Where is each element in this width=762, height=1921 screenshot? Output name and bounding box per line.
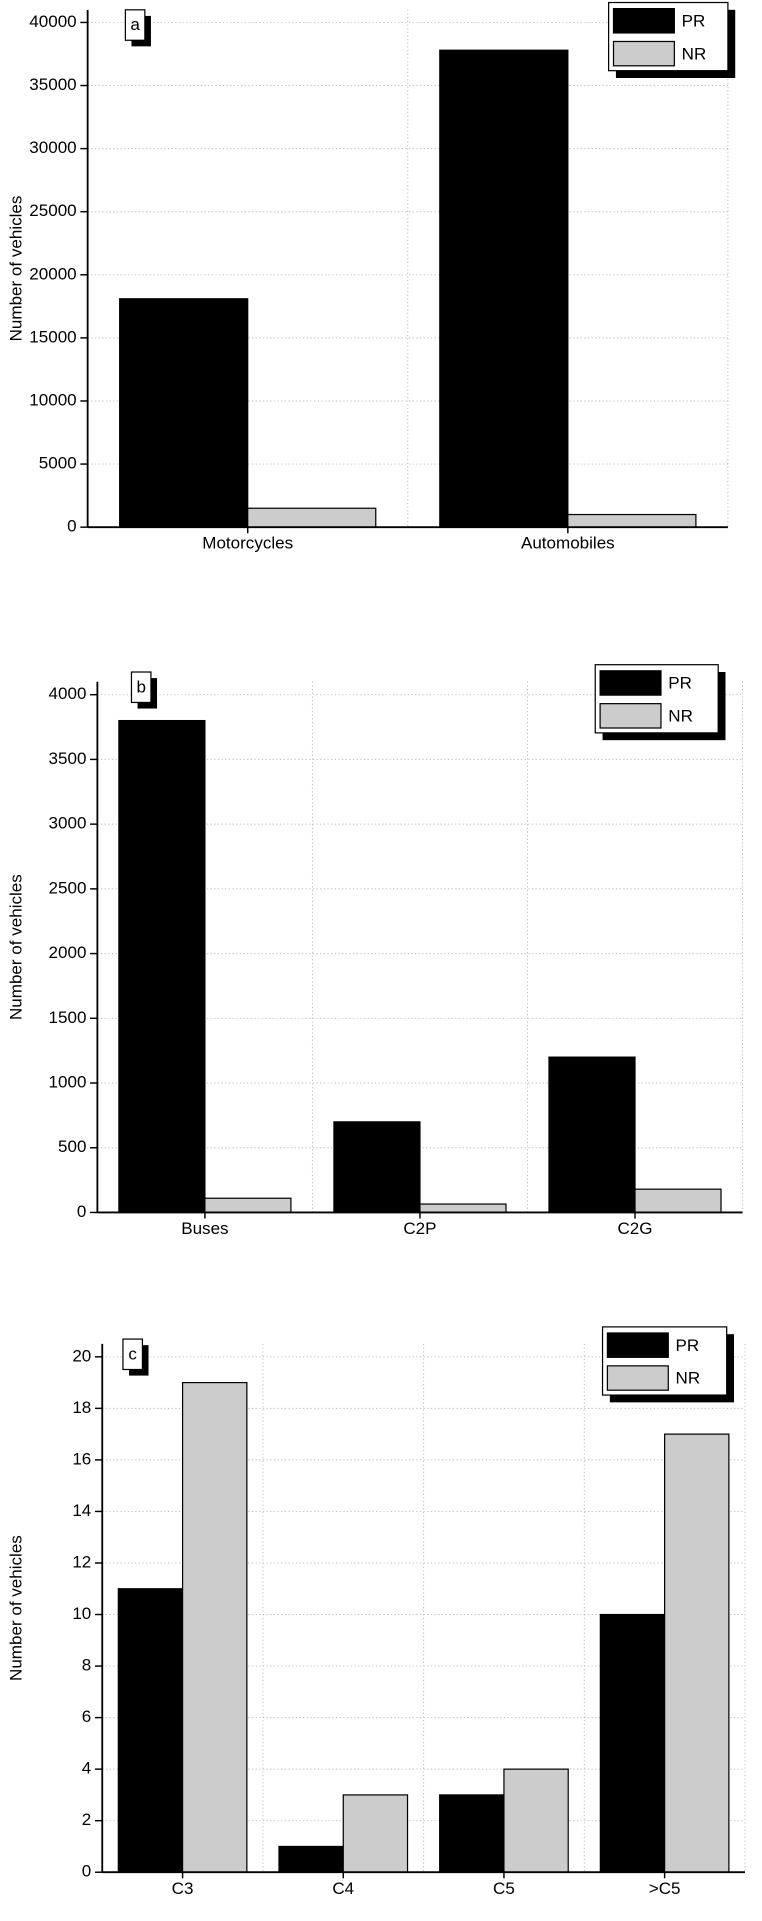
y-tick-label: 5000 [39,454,77,473]
bar [342,1794,409,1873]
y-tick-label: 18 [72,1398,91,1417]
bar [181,1381,248,1873]
y-tick-label: 30000 [29,138,76,157]
x-tick-label: C2P [403,1219,436,1238]
legend-swatch [599,670,662,696]
legend-swatch [599,703,662,729]
legend-swatch [606,1365,669,1391]
legend-swatch [606,1332,669,1358]
y-tick-label: 40000 [29,12,76,31]
y-tick-label: 25000 [29,201,76,220]
panel-label: b [136,677,145,696]
y-tick-label: 2500 [49,878,87,897]
bar [118,719,206,1214]
y-tick-label: 0 [82,1862,91,1881]
legend-label: NR [668,707,693,726]
bar [664,1433,730,1873]
bar [599,1613,666,1873]
x-tick-label: Automobiles [521,534,615,553]
bar [634,1188,722,1214]
x-tick-label: Motorcycles [202,534,293,553]
legend-swatch [612,40,675,67]
bar [439,49,569,528]
y-tick-label: 35000 [29,75,76,94]
panel-label-box [122,1338,144,1371]
y-tick-label: 6 [82,1707,91,1726]
y-tick-label: 4000 [49,684,87,703]
y-tick-label: 0 [77,1202,86,1221]
bar [548,1056,636,1214]
y-tick-label: 1500 [49,1008,87,1027]
y-tick-label: 2 [82,1810,91,1829]
y-tick-label: 15000 [29,327,76,346]
y-tick-label: 1000 [49,1073,87,1092]
legend-label: NR [682,44,707,63]
y-tick-label: 16 [72,1449,91,1468]
legend-label: PR [668,674,692,693]
x-tick-label: C4 [332,1879,354,1898]
y-tick-label: 0 [67,517,76,536]
legend-swatch [612,7,675,34]
y-tick-label: 8 [82,1656,91,1675]
panel-label: c [128,1344,137,1363]
y-axis-label: Number of vehicles [7,196,26,342]
y-axis-label: Number of vehicles [7,1535,26,1681]
bar [567,513,697,528]
y-tick-label: 14 [72,1501,91,1520]
x-tick-label: C3 [172,1879,194,1898]
bar [278,1845,344,1873]
x-tick-label: >C5 [649,1879,681,1898]
bar [439,1794,505,1873]
bar [117,1588,184,1873]
bar [247,507,377,528]
y-tick-label: 3000 [49,814,87,833]
y-axis-label: Number of vehicles [7,874,26,1020]
x-tick-label: C2G [617,1219,652,1238]
bar [419,1203,507,1214]
y-tick-label: 12 [72,1552,91,1571]
y-tick-label: 10 [72,1604,91,1623]
legend-label: PR [682,11,706,30]
bar [503,1768,569,1873]
y-tick-label: 2000 [49,943,87,962]
panel-label-box [130,671,152,704]
y-tick-label: 20 [72,1346,91,1365]
y-tick-label: 3500 [49,749,87,768]
panel-label: a [130,15,140,34]
y-tick-label: 4 [82,1759,91,1778]
bar [333,1121,421,1214]
y-tick-label: 10000 [29,390,76,409]
panel-label-box [124,9,146,41]
y-tick-label: 20000 [29,264,76,283]
x-tick-label: Buses [181,1219,228,1238]
bar [119,298,249,528]
x-tick-label: C5 [493,1879,515,1898]
legend-label: NR [676,1369,701,1388]
y-tick-label: 500 [58,1137,86,1156]
legend-label: PR [676,1336,700,1355]
bar [204,1197,292,1214]
